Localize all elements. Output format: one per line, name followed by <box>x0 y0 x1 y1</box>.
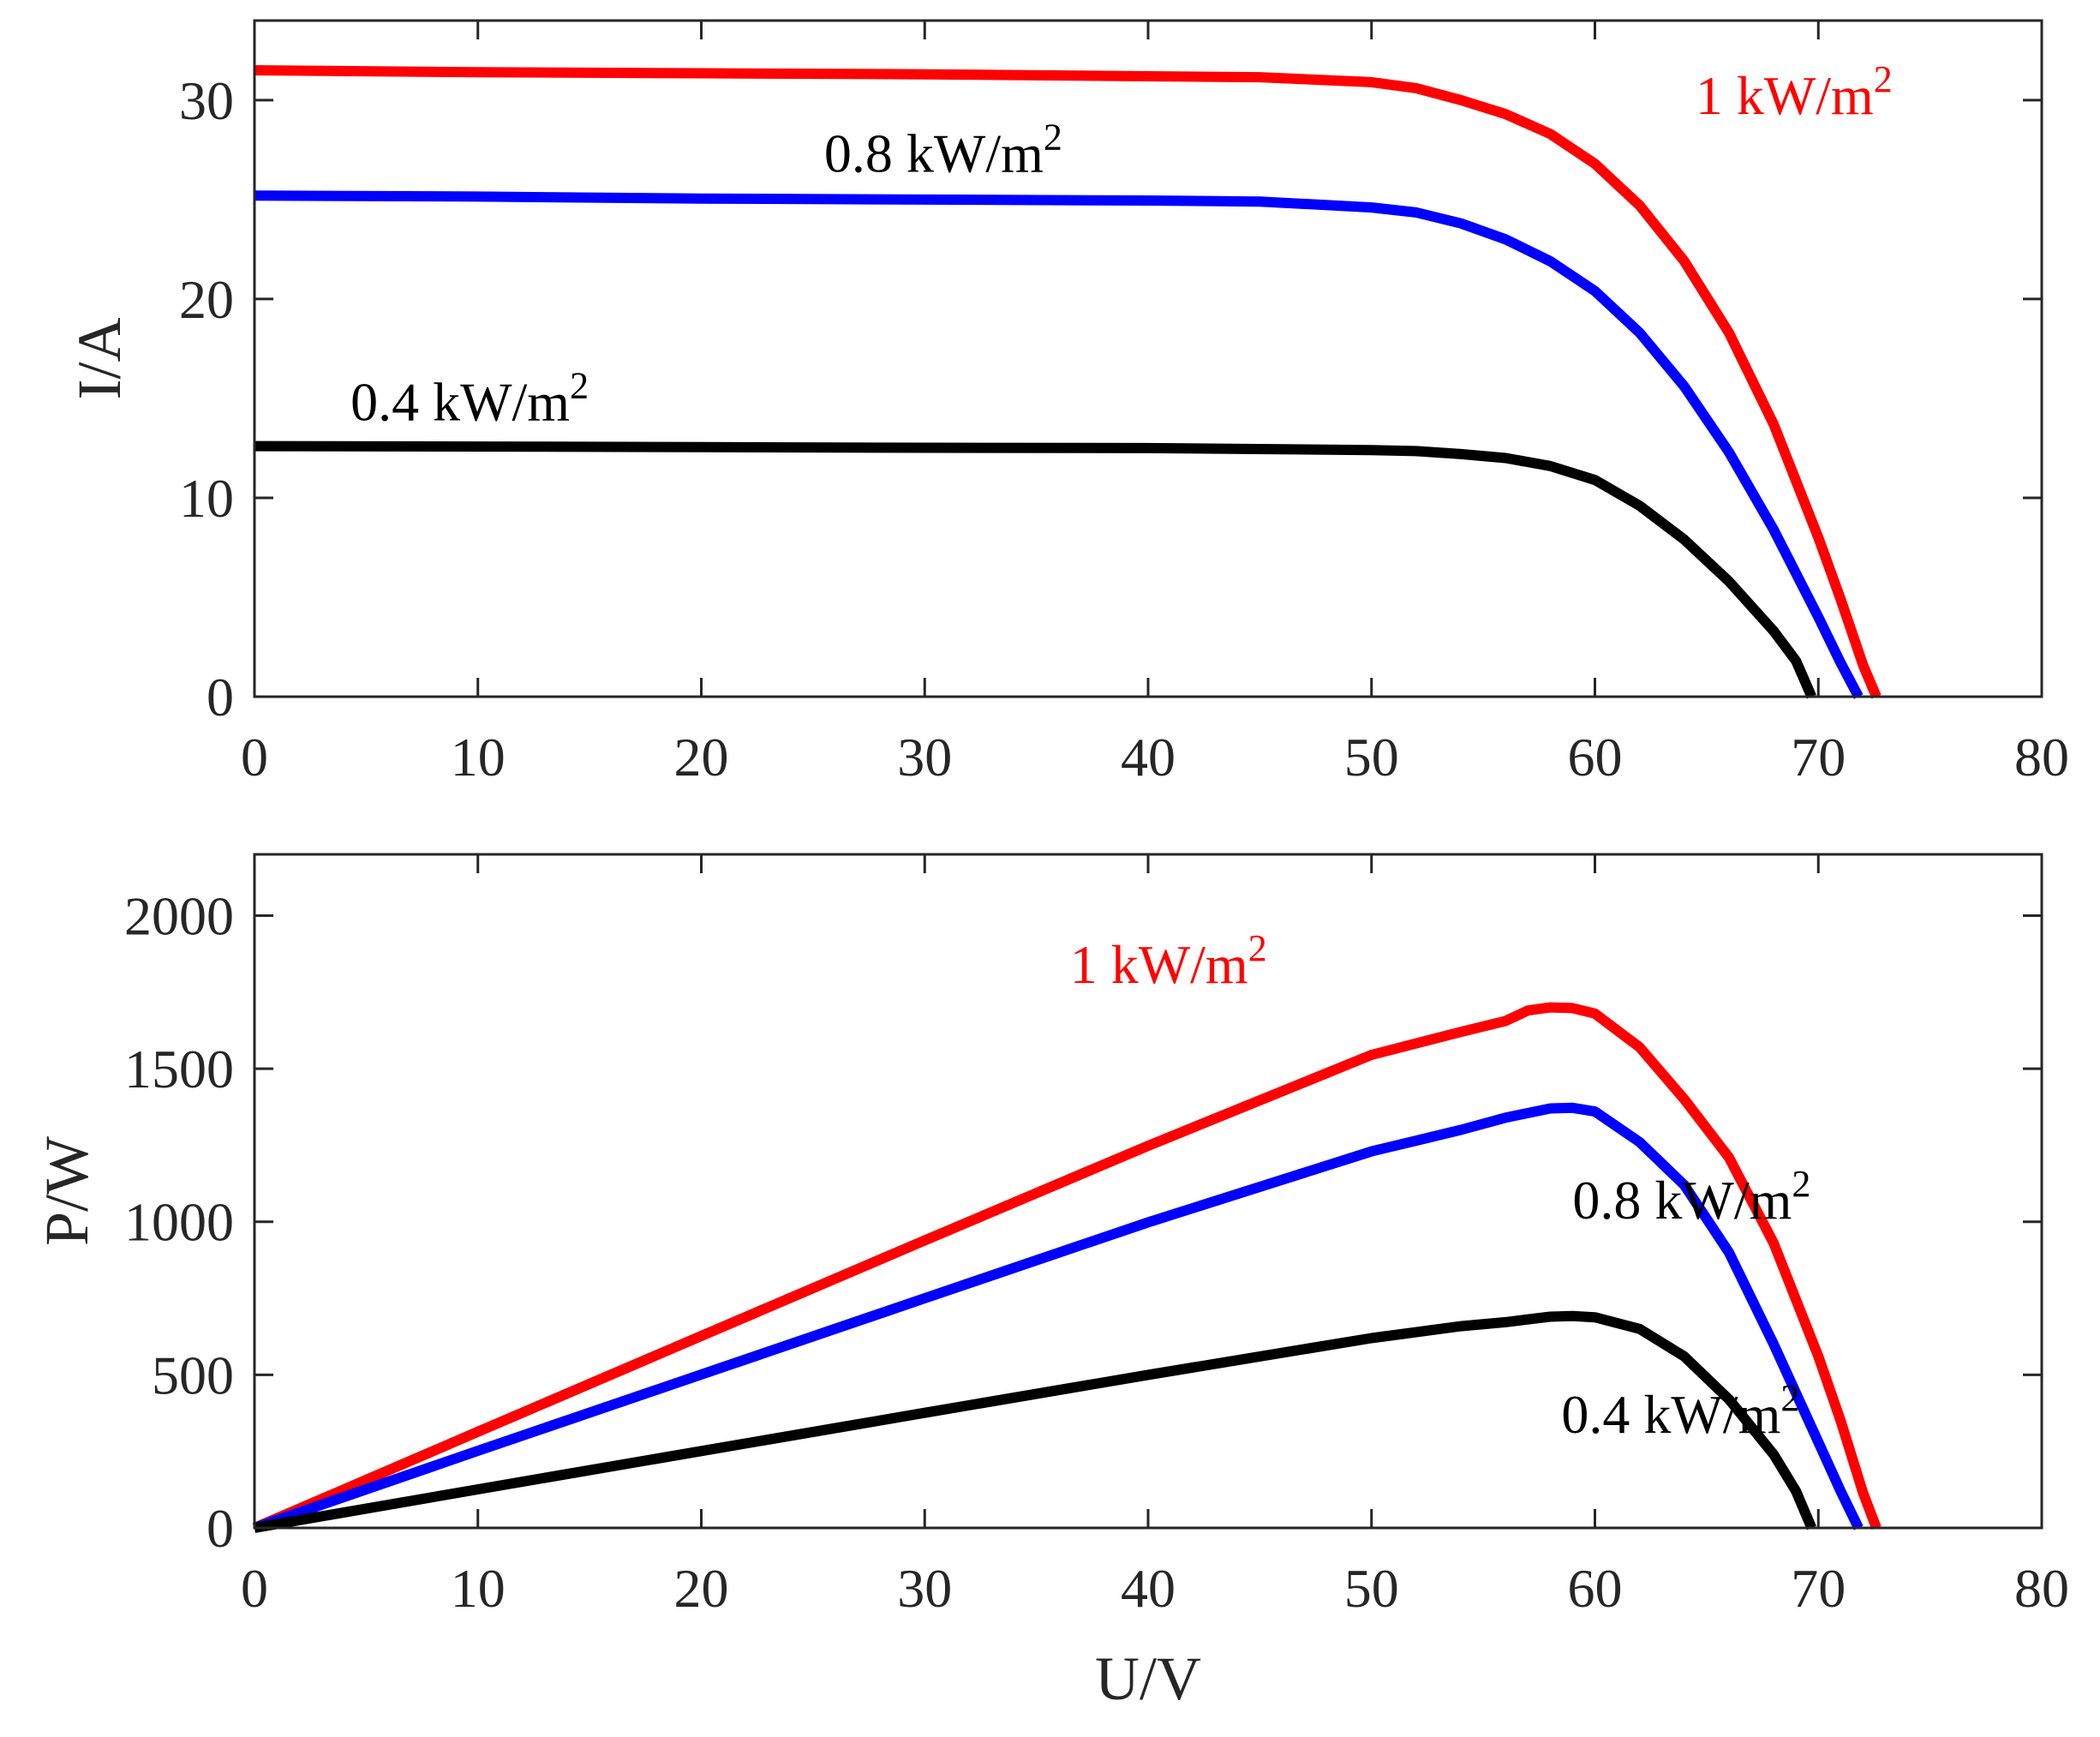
series-annotation: 0.8 kW/m2 <box>824 116 1062 183</box>
y-tick-label: 0 <box>206 667 234 728</box>
x-tick-label: 40 <box>1121 727 1176 788</box>
x-tick-label: 20 <box>674 727 729 788</box>
y-tick-label: 20 <box>179 269 234 330</box>
x-tick-label: 30 <box>897 1558 952 1619</box>
x-tick-label: 70 <box>1791 1558 1846 1619</box>
y-tick-label: 1000 <box>124 1192 234 1253</box>
y-axis-label: P/W <box>33 1136 101 1246</box>
series-annotation: 1 kW/m2 <box>1070 927 1267 995</box>
x-tick-label: 30 <box>897 727 952 788</box>
x-tick-label: 70 <box>1791 727 1846 788</box>
x-tick-label: 50 <box>1344 727 1399 788</box>
x-tick-label: 50 <box>1344 1558 1399 1619</box>
x-tick-label: 10 <box>451 727 506 788</box>
x-tick-label: 40 <box>1121 1558 1176 1619</box>
x-tick-label: 0 <box>241 727 268 788</box>
x-tick-label: 80 <box>2014 727 2069 788</box>
series-annotation: 0.4 kW/m2 <box>1561 1377 1799 1445</box>
x-tick-label: 60 <box>1568 727 1623 788</box>
series-line-0-8-kw-m2 <box>254 190 1864 699</box>
x-tick-label: 10 <box>451 1558 506 1619</box>
series-annotation: 0.4 kW/m2 <box>350 364 589 432</box>
y-tick-label: 10 <box>179 468 234 529</box>
series-annotation: 1 kW/m2 <box>1696 58 1893 126</box>
series-line-1-kw-m2 <box>252 1002 1882 1533</box>
series-line-0-4-kw-m2 <box>254 440 1816 699</box>
y-tick-label: 500 <box>152 1345 234 1405</box>
x-tick-label: 0 <box>241 1558 268 1619</box>
y-tick-label: 30 <box>179 70 234 131</box>
y-tick-label: 0 <box>206 1498 234 1559</box>
pv-curve-panel: 0 10 20 30 40 50 60 70 80 0 500 1000 1500 2000 P/W U/V 1… <box>33 853 2069 1713</box>
x-tick-label: 20 <box>674 1558 729 1619</box>
series-annotation: 0.8 kW/m2 <box>1572 1163 1810 1231</box>
series-line-0-4-kw-m2 <box>253 1310 1816 1533</box>
y-tick-label: 2000 <box>124 885 234 946</box>
x-tick-label: 60 <box>1568 1558 1623 1619</box>
y-axis-label: I/A <box>65 318 134 400</box>
x-tick-label: 80 <box>2014 1558 2069 1619</box>
series-line-0-8-kw-m2 <box>253 1102 1864 1533</box>
x-axis-label: U/V <box>1095 1644 1201 1713</box>
iv-curve-panel: 0 10 20 30 40 50 60 70 80 0 10 20 30 I/A 1 kW/m2 0.8 kW… <box>65 19 2069 788</box>
series-line-1-kw-m2 <box>254 65 1882 699</box>
y-tick-label: 1500 <box>124 1039 234 1099</box>
